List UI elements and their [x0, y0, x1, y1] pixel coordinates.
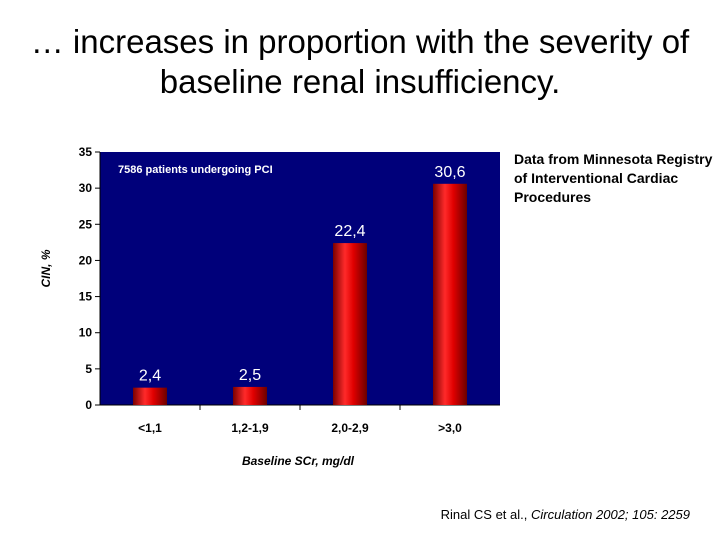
bar	[333, 243, 367, 405]
x-tick-label: 2,0-2,9	[331, 421, 369, 435]
data-source-note: Data from Minnesota Registry of Interven…	[514, 151, 713, 205]
y-tick-label: 30	[79, 181, 93, 195]
y-tick-label: 25	[79, 217, 93, 231]
y-tick-label: 35	[79, 145, 93, 159]
data-label: 2,5	[239, 367, 261, 384]
x-axis-label: Baseline SCr, mg/dl	[242, 454, 355, 468]
x-tick-label: <1,1	[138, 421, 162, 435]
y-tick-label: 15	[79, 290, 93, 304]
title-line-2: baseline renal insufficiency.	[159, 63, 561, 100]
data-label: 22,4	[334, 223, 365, 240]
slide-title: … increases in proportion with the sever…	[20, 22, 700, 102]
y-axis-label: CIN, %	[39, 249, 53, 287]
bar	[233, 386, 267, 405]
y-tick-label: 0	[85, 398, 92, 412]
citation-authors: Rinal CS et al.,	[440, 507, 531, 522]
chart-annotation: 7586 patients undergoing PCI	[118, 164, 273, 176]
y-tick-label: 10	[79, 326, 93, 340]
title-line-1: … increases in proportion with the sever…	[30, 23, 690, 60]
data-label: 30,6	[434, 164, 465, 181]
x-tick-label: >3,0	[438, 421, 462, 435]
bar	[433, 183, 467, 405]
data-label: 2,4	[139, 368, 161, 385]
y-tick-label: 20	[79, 253, 93, 267]
citation-journal: Circulation 2002; 105: 2259	[530, 507, 690, 522]
citation: Rinal CS et al., Circulation 2002; 105: …	[441, 507, 690, 522]
bar	[133, 387, 167, 405]
x-tick-label: 1,2-1,9	[231, 421, 269, 435]
y-tick-label: 5	[85, 362, 92, 376]
